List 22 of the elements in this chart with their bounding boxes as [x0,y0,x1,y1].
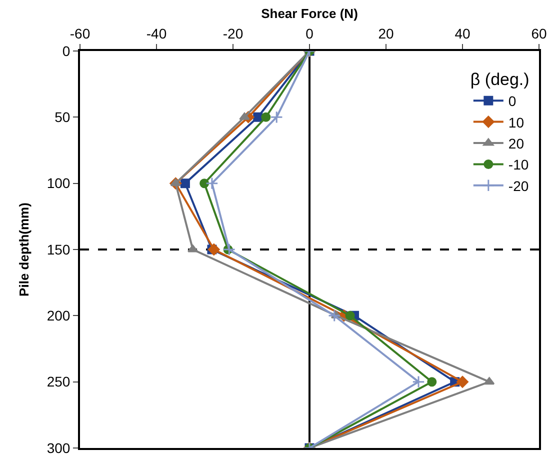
y-tick-label: 150 [46,241,70,258]
y-tick-label: 0 [62,42,70,59]
x-tick-label: 60 [531,25,547,42]
legend-label: -20 [508,178,529,194]
legend-title: β (deg.) [470,70,530,90]
x-tick-label: -60 [70,25,90,42]
y-tick-label: 50 [54,109,70,126]
y-tick-label: 100 [46,175,70,192]
y-tick-label: 300 [46,440,70,456]
legend-label: 0 [508,93,516,110]
legend-label: 20 [508,135,524,152]
y-axis-title: Pile depth(mm) [16,202,32,296]
x-tick-label: 40 [454,25,470,42]
x-axis-title: Shear Force (N) [261,6,358,21]
x-tick-label: -20 [222,25,244,42]
legend-label: -10 [508,156,529,173]
x-tick-label: 20 [378,25,394,42]
x-tick-label: 0 [306,25,314,42]
y-tick-label: 250 [46,374,70,390]
x-tick-label: -40 [146,25,167,42]
legend-label: 10 [508,114,524,130]
y-tick-label: 200 [46,308,70,324]
